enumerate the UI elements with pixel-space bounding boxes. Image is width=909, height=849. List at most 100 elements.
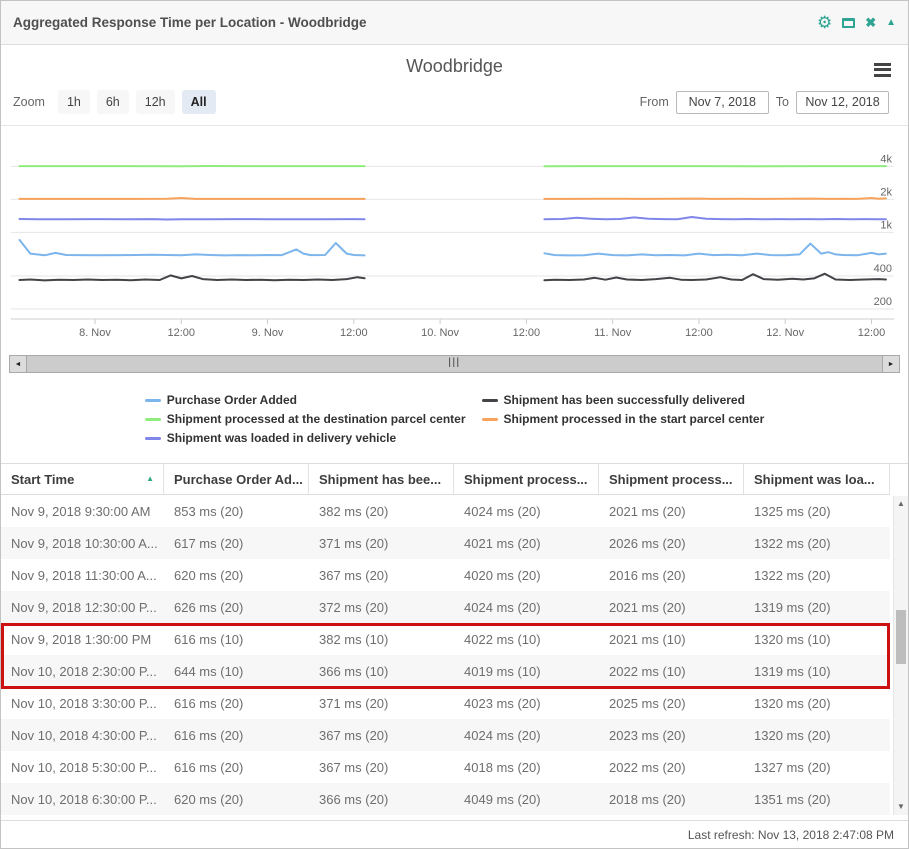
table-cell: 1319 ms (10) xyxy=(744,664,890,679)
table-cell: 382 ms (10) xyxy=(309,632,454,647)
chart-menu-button[interactable] xyxy=(872,58,893,81)
header-cell[interactable]: Shipment process... xyxy=(454,464,599,494)
table-row[interactable]: Nov 10, 2018 2:30:00 P...644 ms (10)366 … xyxy=(1,655,890,687)
table-cell: 372 ms (20) xyxy=(309,600,454,615)
navigator-right-arrow[interactable]: ► xyxy=(882,356,899,372)
legend-label: Shipment processed in the start parcel c… xyxy=(504,412,765,426)
legend-label: Shipment processed at the destination pa… xyxy=(167,412,466,426)
header-label: Shipment was loa... xyxy=(754,472,875,487)
scroll-down-button[interactable]: ▼ xyxy=(894,800,908,814)
legend-item[interactable]: Shipment was loaded in delivery vehicle xyxy=(145,431,466,445)
legend-item[interactable]: Purchase Order Added xyxy=(145,393,466,407)
legend-swatch xyxy=(145,399,161,402)
table-cell: 2021 ms (10) xyxy=(599,632,744,647)
close-icon[interactable]: ✖ xyxy=(865,16,876,29)
table-cell: Nov 9, 2018 1:30:00 PM xyxy=(1,632,164,647)
table-cell: Nov 10, 2018 3:30:00 P... xyxy=(1,696,164,711)
table-row[interactable]: Nov 10, 2018 4:30:00 P...616 ms (20)367 … xyxy=(1,719,890,751)
maximize-icon[interactable] xyxy=(842,18,855,28)
table-cell: 2022 ms (20) xyxy=(599,760,744,775)
table-cell: 620 ms (20) xyxy=(164,792,309,807)
table-cell: 4020 ms (20) xyxy=(454,568,599,583)
zoom-button-all[interactable]: All xyxy=(182,90,216,114)
sort-asc-icon: ▲ xyxy=(146,474,154,483)
table-cell: 367 ms (20) xyxy=(309,760,454,775)
x-axis-label: 8. Nov xyxy=(79,327,111,339)
header-cell[interactable]: Shipment was loa... xyxy=(744,464,890,494)
x-axis-label: 11. Nov xyxy=(594,327,632,339)
table-cell: 4023 ms (20) xyxy=(454,696,599,711)
table-cell: Nov 10, 2018 4:30:00 P... xyxy=(1,728,164,743)
zoom-button-1h[interactable]: 1h xyxy=(58,90,90,114)
table-cell: 2021 ms (20) xyxy=(599,504,744,519)
header-cell[interactable]: Shipment process... xyxy=(599,464,744,494)
table-cell: 4022 ms (10) xyxy=(454,632,599,647)
scrollbar-thumb[interactable] xyxy=(896,610,906,664)
zoom-button-12h[interactable]: 12h xyxy=(136,90,175,114)
table-cell: 2018 ms (20) xyxy=(599,792,744,807)
from-date-input[interactable] xyxy=(676,91,769,114)
legend-swatch xyxy=(145,418,161,421)
table-cell: 4024 ms (20) xyxy=(454,504,599,519)
table-cell: 4024 ms (20) xyxy=(454,600,599,615)
window-title: Aggregated Response Time per Location - … xyxy=(13,15,367,30)
table-scrollbar[interactable]: ▲ ▼ xyxy=(893,496,908,815)
table-row[interactable]: Nov 10, 2018 3:30:00 P...616 ms (20)371 … xyxy=(1,687,890,719)
legend-item[interactable]: Shipment has been successfully delivered xyxy=(482,393,765,407)
table-cell: 626 ms (20) xyxy=(164,600,309,615)
table-cell: 620 ms (20) xyxy=(164,568,309,583)
table-cell: 617 ms (20) xyxy=(164,536,309,551)
series-line-shipment-processed-in-the-start-parcel-center xyxy=(20,198,365,199)
legend-column: Purchase Order Added Shipment processed a… xyxy=(145,393,466,463)
chart-header: Woodbridge xyxy=(1,45,908,87)
header-label: Purchase Order Ad... xyxy=(174,472,303,487)
collapse-icon[interactable]: ▲ xyxy=(886,18,896,28)
last-refresh-text: Last refresh: Nov 13, 2018 2:47:08 PM xyxy=(688,828,894,842)
y-axis-label: 2k xyxy=(880,186,892,198)
table-row[interactable]: Nov 9, 2018 12:30:00 P...626 ms (20)372 … xyxy=(1,591,890,623)
table-cell: 1320 ms (20) xyxy=(744,696,890,711)
y-axis-label: 400 xyxy=(874,263,892,275)
window-controls: ⚙ ✖ ▲ xyxy=(817,14,896,31)
table-cell: 4021 ms (20) xyxy=(454,536,599,551)
chart-legend: Purchase Order Added Shipment processed a… xyxy=(1,385,908,463)
table-cell: 616 ms (20) xyxy=(164,728,309,743)
x-axis-label: 12:00 xyxy=(167,327,195,339)
header-cell[interactable]: Purchase Order Ad... xyxy=(164,464,309,494)
series-line-shipment-was-loaded-in-delivery-vehicle xyxy=(20,219,365,220)
table-row[interactable]: Nov 9, 2018 10:30:00 A...617 ms (20)371 … xyxy=(1,527,890,559)
legend-swatch xyxy=(482,418,498,421)
table-row[interactable]: Nov 9, 2018 11:30:00 A...620 ms (20)367 … xyxy=(1,559,890,591)
legend-swatch xyxy=(482,399,498,402)
table-cell: 371 ms (20) xyxy=(309,696,454,711)
x-axis-label: 9. Nov xyxy=(252,327,284,339)
header-cell[interactable]: Start Time▲ xyxy=(1,464,164,494)
zoom-button-6h[interactable]: 6h xyxy=(97,90,129,114)
navigator-scrollbar[interactable]: ◄ ||| ► xyxy=(9,355,900,373)
gear-icon[interactable]: ⚙ xyxy=(817,14,832,31)
table-cell: 1327 ms (20) xyxy=(744,760,890,775)
hamburger-icon xyxy=(874,63,891,77)
legend-item[interactable]: Shipment processed at the destination pa… xyxy=(145,412,466,426)
table-row[interactable]: Nov 10, 2018 5:30:00 P...616 ms (20)367 … xyxy=(1,751,890,783)
table-cell: 371 ms (20) xyxy=(309,536,454,551)
x-axis-label: 12. Nov xyxy=(766,327,804,339)
x-axis-label: 12:00 xyxy=(340,327,368,339)
table-row[interactable]: Nov 10, 2018 6:30:00 P...620 ms (20)366 … xyxy=(1,783,890,815)
table-cell: 1322 ms (20) xyxy=(744,568,890,583)
response-time-chart: 2004001k2k4k8. Nov12:009. Nov12:0010. No… xyxy=(1,126,909,341)
table-row[interactable]: Nov 9, 2018 9:30:00 AM853 ms (20)382 ms … xyxy=(1,495,890,527)
x-axis-label: 12:00 xyxy=(858,327,886,339)
table-cell: 367 ms (20) xyxy=(309,568,454,583)
legend-label: Purchase Order Added xyxy=(167,393,297,407)
status-footer: Last refresh: Nov 13, 2018 2:47:08 PM xyxy=(1,820,908,849)
table-cell: 4024 ms (20) xyxy=(454,728,599,743)
header-cell[interactable]: Shipment has bee... xyxy=(309,464,454,494)
to-date-input[interactable] xyxy=(796,91,889,114)
table-cell: 367 ms (20) xyxy=(309,728,454,743)
legend-item[interactable]: Shipment processed in the start parcel c… xyxy=(482,412,765,426)
table-row[interactable]: Nov 9, 2018 1:30:00 PM616 ms (10)382 ms … xyxy=(1,623,890,655)
scroll-up-button[interactable]: ▲ xyxy=(894,497,908,511)
series-line-shipment-has-been-successfully-delivered xyxy=(544,274,886,281)
table-cell: 853 ms (20) xyxy=(164,504,309,519)
